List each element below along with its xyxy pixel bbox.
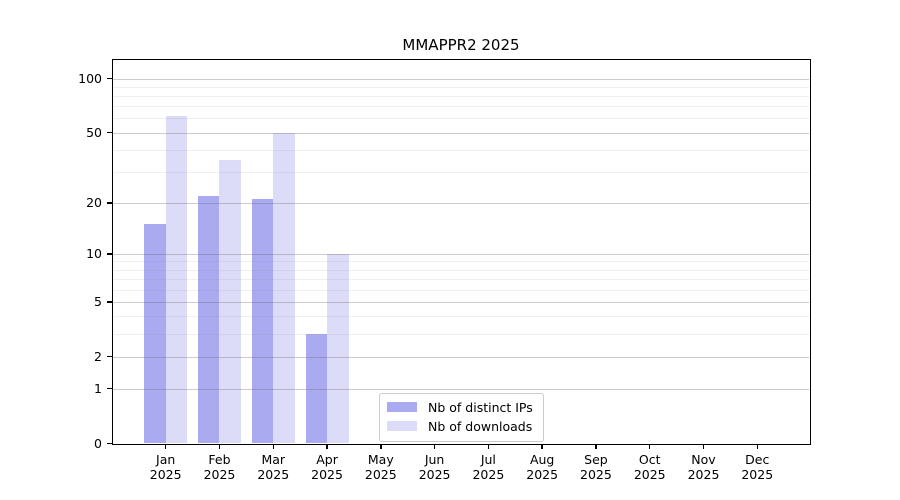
y-tick-mark-50 — [107, 131, 113, 134]
chart-title: MMAPPR2 2025 — [402, 36, 520, 54]
x-tick-mark-may — [380, 443, 382, 449]
y-tick-label-100: 100 — [78, 70, 102, 86]
y-gridline-major-2 — [113, 356, 809, 358]
x-tick-mark-dec — [756, 443, 759, 449]
legend-item-nb-of-distinct-ips: Nb of distinct IPs — [387, 398, 535, 417]
x-tick-mark-mar — [272, 443, 274, 449]
y-gridline-major-10 — [113, 253, 809, 255]
y-gridline-minor-40 — [113, 149, 809, 151]
legend: Nb of distinct IPs Nb of downloads — [379, 392, 544, 442]
x-tick-label-may: May 2025 — [364, 452, 397, 482]
y-tick-mark-100 — [107, 77, 113, 80]
x-tick-mark-jun — [433, 443, 436, 449]
y-gridline-major-50 — [113, 132, 809, 134]
y-gridline-minor-6 — [113, 289, 809, 291]
x-tick-mark-aug — [541, 443, 543, 449]
legend-swatch-nb-of-downloads — [387, 421, 417, 431]
y-tick-label-5: 5 — [94, 293, 102, 309]
y-tick-label-50: 50 — [86, 124, 102, 140]
x-tick-mark-jan — [164, 443, 167, 449]
y-gridline-minor-3 — [113, 333, 809, 335]
y-tick-mark-10 — [107, 253, 113, 255]
x-tick-label-oct: Oct 2025 — [633, 452, 666, 482]
y-gridline-major-100 — [113, 78, 809, 80]
bar-nb-of-distinct-ips-mar — [251, 199, 274, 444]
x-tick-label-jun: Jun 2025 — [418, 452, 451, 482]
y-tick-label-2: 2 — [94, 348, 102, 364]
bar-nb-of-downloads-mar — [273, 132, 295, 444]
x-tick-label-dec: Dec 2025 — [741, 452, 774, 482]
x-tick-label-sep: Sep 2025 — [580, 452, 612, 482]
legend-label-nb-of-downloads: Nb of downloads — [428, 418, 533, 434]
x-tick-mark-nov — [702, 443, 705, 449]
x-tick-mark-apr — [326, 443, 328, 449]
legend-swatch-nb-of-distinct-ips — [387, 402, 417, 412]
x-tick-mark-jul — [487, 443, 490, 449]
x-tick-label-mar: Mar 2025 — [257, 452, 290, 482]
y-tick-mark-1 — [107, 387, 113, 390]
legend-label-nb-of-distinct-ips: Nb of distinct IPs — [428, 399, 533, 415]
y-tick-label-20: 20 — [86, 194, 102, 210]
bar-nb-of-distinct-ips-jan — [144, 224, 166, 444]
y-tick-label-0: 0 — [94, 435, 102, 451]
bar-nb-of-distinct-ips-apr — [305, 333, 328, 444]
y-tick-mark-0 — [107, 442, 113, 445]
legend-item-nb-of-downloads: Nb of downloads — [387, 417, 535, 436]
y-gridline-major-20 — [113, 202, 809, 204]
x-tick-label-jul: Jul 2025 — [472, 452, 505, 482]
y-gridline-minor-9 — [113, 261, 809, 263]
bar-nb-of-distinct-ips-feb — [197, 195, 220, 444]
y-gridline-minor-8 — [113, 269, 809, 271]
y-gridline-minor-70 — [113, 106, 809, 108]
y-tick-label-1: 1 — [94, 380, 102, 396]
x-tick-label-jan: Jan 2025 — [149, 452, 182, 482]
bar-nb-of-downloads-apr — [327, 253, 349, 444]
y-gridline-minor-60 — [113, 118, 809, 120]
x-tick-label-apr: Apr 2025 — [311, 452, 343, 482]
plot-area — [113, 61, 809, 444]
x-tick-mark-oct — [648, 443, 651, 449]
bar-nb-of-downloads-feb — [219, 160, 241, 444]
y-gridline-minor-30 — [113, 171, 809, 173]
bar-nb-of-downloads-jan — [165, 115, 188, 444]
y-tick-label-10: 10 — [86, 245, 102, 261]
y-gridline-minor-90 — [113, 86, 809, 88]
y-gridline-minor-7 — [113, 279, 809, 281]
x-tick-mark-sep — [595, 443, 597, 449]
x-tick-mark-feb — [218, 443, 221, 449]
y-gridline-minor-80 — [113, 96, 809, 98]
x-tick-label-feb: Feb 2025 — [203, 452, 236, 482]
y-gridline-major-5 — [113, 301, 809, 303]
x-tick-label-nov: Nov 2025 — [687, 452, 720, 482]
y-gridline-major-1 — [113, 388, 809, 390]
y-tick-mark-20 — [107, 202, 113, 204]
y-gridline-minor-4 — [113, 316, 809, 318]
x-tick-label-aug: Aug 2025 — [526, 452, 559, 482]
y-tick-mark-5 — [107, 301, 113, 303]
y-tick-mark-2 — [107, 355, 113, 358]
